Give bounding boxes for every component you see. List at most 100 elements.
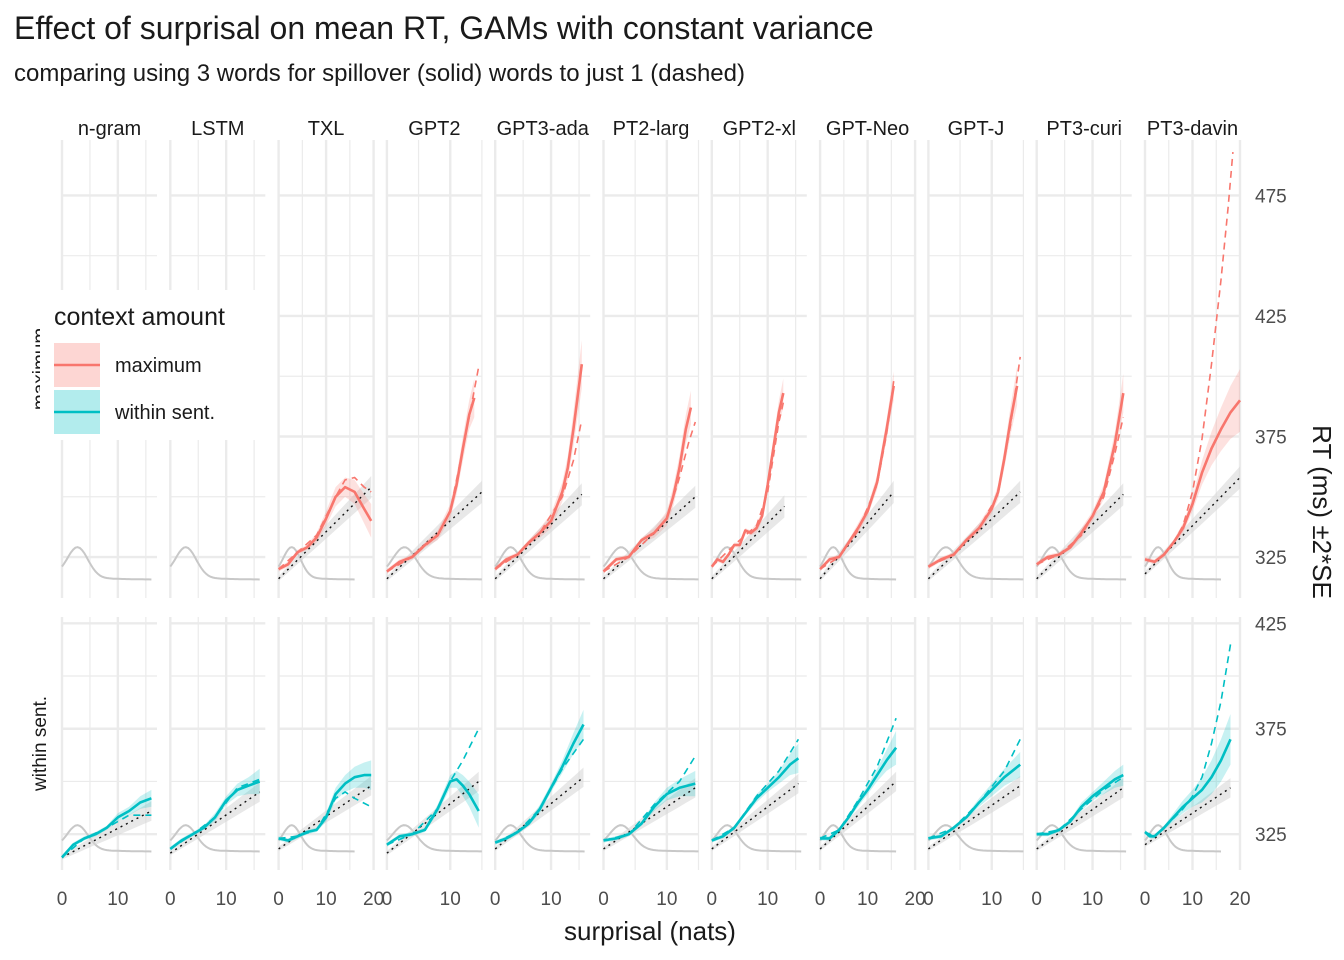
y-tick-label: 325	[1255, 825, 1287, 846]
x-tick-label: 0	[707, 889, 718, 910]
linear-ci-band	[928, 776, 1021, 851]
panel-within-sent-gpt2-xl	[710, 617, 807, 870]
x-tick-label: 10	[981, 889, 1002, 910]
x-tick-label: 0	[1031, 889, 1042, 910]
solid-series-line	[386, 397, 476, 573]
panel-within-sent-gpt-neo	[818, 617, 917, 870]
density-curve	[169, 824, 260, 853]
x-tick-label: 0	[165, 889, 176, 910]
linear-reference-line	[928, 785, 1021, 850]
panel-within-sent-gpt3-curie	[1035, 617, 1132, 870]
x-tick-label: 20	[1229, 889, 1250, 910]
density-curve	[61, 546, 152, 581]
y-axis-ticks: 325 375 425 475 325 375 425	[1255, 186, 1287, 846]
solid-series-line	[602, 407, 693, 573]
solid-series-line	[819, 385, 895, 571]
linear-reference-line	[494, 493, 583, 580]
x-tick-label: 0	[598, 889, 609, 910]
y-tick-label: 425	[1255, 307, 1287, 328]
y-tick-label: 325	[1255, 548, 1287, 569]
density-curve	[819, 546, 897, 581]
strip-label-gpt2-large: PT2-larg	[613, 118, 690, 140]
solid-series-line	[1144, 399, 1242, 564]
linear-ci-band	[386, 480, 482, 582]
y-tick-label: 375	[1255, 427, 1287, 448]
ci-band-within-sent	[1036, 764, 1124, 837]
panel-within-sent-gpt-j	[927, 617, 1025, 870]
dashed-series-line	[494, 419, 583, 570]
ci-band-maximum	[278, 477, 372, 572]
density-curve	[386, 824, 482, 853]
solid-series-line	[1036, 773, 1124, 836]
x-tick-label: 10	[656, 889, 677, 910]
y-tick-label: 425	[1255, 614, 1287, 635]
linear-ci-band	[278, 776, 372, 851]
dashed-series-line	[819, 717, 897, 840]
density-curve	[1144, 546, 1222, 581]
ci-band-maximum	[1145, 369, 1240, 565]
linear-ci-band	[278, 476, 372, 582]
x-tick-label: 20	[905, 889, 926, 910]
linear-reference-line	[1144, 476, 1241, 575]
legend-title: context amount	[54, 303, 225, 331]
density-curve	[927, 824, 1024, 853]
strip-label-txl: TXL	[308, 118, 345, 140]
density-curve	[710, 546, 802, 581]
x-axis-ticks: 0 10 0 10 0 10 200 10 0 10 0 10 0 10 0 10 200 10 0 10 0 10 20	[57, 889, 1251, 910]
x-tick-label: 10	[1082, 889, 1103, 910]
density-curve	[494, 824, 585, 853]
ci-band-within-sent	[495, 709, 584, 845]
panel-maximum-gpt2-xl	[710, 140, 807, 598]
linear-ci-band	[1145, 778, 1231, 847]
panel-maximum-gpt2	[385, 140, 483, 598]
solid-series-line	[278, 485, 373, 571]
solid-series-line	[1144, 738, 1232, 838]
solid-series-line	[61, 797, 152, 859]
panel-within-sent-txl	[277, 617, 375, 870]
row-strip-label-within-sent: within sent.	[30, 696, 51, 792]
strip-label-gpt2-xl: GPT2-xl	[723, 118, 796, 140]
linear-ci-band	[1036, 483, 1124, 582]
strip-label-gpt2: GPT2	[408, 118, 460, 140]
x-tick-label: 0	[923, 889, 934, 910]
x-tick-label: 0	[815, 889, 826, 910]
panel-within-sent-gpt2-large	[602, 617, 700, 870]
density-curve	[494, 546, 585, 581]
density-curve	[927, 546, 1024, 581]
density-curve	[386, 546, 482, 581]
solid-series-line	[927, 385, 1019, 568]
density-curve	[61, 824, 152, 853]
linear-reference-line	[819, 491, 895, 580]
x-tick-label: 10	[316, 889, 337, 910]
x-tick-label: 10	[216, 889, 237, 910]
panel-maximum-gpt3-curie	[1035, 140, 1132, 598]
strip-label-gpt3-ada: GPT3-ada	[497, 118, 590, 140]
strip-label-gpt3-curie: PT3-curi	[1046, 118, 1122, 140]
x-tick-label: 10	[1182, 889, 1203, 910]
density-curve	[711, 824, 802, 853]
linear-ci-band	[820, 771, 897, 851]
linear-reference-line	[819, 780, 897, 850]
strip-label-gpt3-davinci: PT3-davin	[1147, 118, 1238, 140]
solid-series-line	[1035, 392, 1125, 566]
dashed-series-line	[278, 791, 372, 840]
x-tick-label: 0	[57, 889, 68, 910]
solid-series-line	[820, 746, 898, 840]
facet-strip-labels: n-gram LSTM TXL GPT2 GPT3-ada PT2-larg GPT2-xl…	[78, 118, 1238, 140]
legend-label-within-sent: within sent.	[114, 402, 215, 424]
panel-within-sent-n-gram	[60, 617, 157, 870]
solid-series-line	[278, 773, 372, 842]
x-tick-label: 20	[363, 889, 384, 910]
linear-reference-line	[1144, 787, 1231, 846]
linear-ci-band	[495, 483, 582, 582]
density-curve	[819, 824, 897, 853]
linear-reference-line	[169, 791, 261, 854]
density-curve	[1035, 824, 1127, 853]
panel-maximum-gpt-j	[927, 140, 1025, 598]
linear-reference-line	[278, 486, 372, 580]
density-curve	[169, 546, 260, 581]
panel-within-sent-gpt2	[385, 617, 483, 870]
y-tick-label: 475	[1255, 186, 1287, 207]
strip-label-n-gram: n-gram	[78, 118, 141, 140]
